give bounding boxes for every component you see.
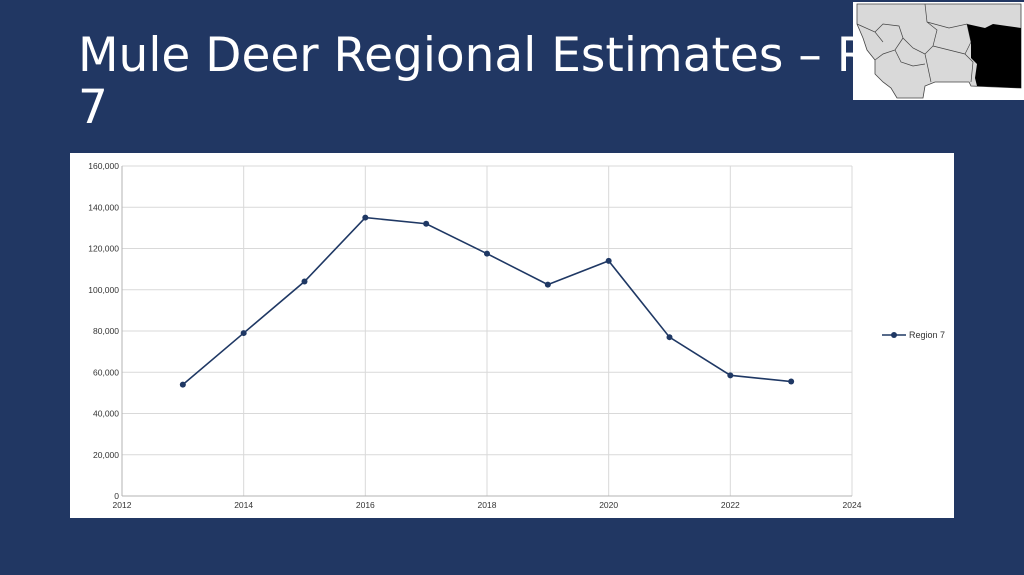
x-tick-label: 2020 bbox=[599, 500, 618, 510]
chart-panel: 0 20,000 40,000 60,000 80,000 100,000 120,000 1… bbox=[70, 153, 954, 518]
legend-label: Region 7 bbox=[909, 330, 945, 340]
x-tick-label: 2022 bbox=[721, 500, 740, 510]
data-point bbox=[240, 330, 247, 337]
map-icon bbox=[856, 3, 1022, 99]
line-chart: 0 20,000 40,000 60,000 80,000 100,000 120,000 1… bbox=[88, 161, 945, 510]
y-tick-label: 100,000 bbox=[88, 285, 119, 295]
data-point bbox=[605, 257, 612, 264]
y-tick-label: 20,000 bbox=[93, 450, 119, 460]
x-tick-label: 2016 bbox=[356, 500, 375, 510]
data-point bbox=[544, 281, 551, 288]
data-point bbox=[423, 220, 430, 227]
y-tick-label: 40,000 bbox=[93, 409, 119, 419]
map-region-boundaries bbox=[856, 3, 974, 83]
y-tick-label: 60,000 bbox=[93, 367, 119, 377]
y-tick-label: 120,000 bbox=[88, 244, 119, 254]
y-tick-label: 160,000 bbox=[88, 161, 119, 171]
data-point bbox=[484, 250, 490, 257]
x-tick-label: 2024 bbox=[843, 500, 862, 510]
x-tick-label: 2012 bbox=[113, 500, 132, 510]
data-point bbox=[666, 334, 673, 341]
data-point bbox=[727, 372, 734, 379]
montana-regions-map bbox=[853, 2, 1024, 100]
x-tick-label: 2014 bbox=[234, 500, 253, 510]
map-region-7-highlight bbox=[967, 24, 1021, 88]
y-tick-label: 140,000 bbox=[88, 202, 119, 212]
slide-title: Mule Deer Regional Estimates – Region 7 bbox=[78, 28, 998, 135]
x-tick-label: 2018 bbox=[478, 500, 497, 510]
data-point bbox=[788, 378, 795, 385]
y-tick-label: 0 bbox=[114, 491, 119, 501]
data-point bbox=[362, 214, 369, 221]
data-point bbox=[179, 381, 186, 388]
legend-marker bbox=[891, 332, 897, 338]
data-point bbox=[301, 278, 308, 285]
y-tick-label: 80,000 bbox=[93, 326, 119, 336]
